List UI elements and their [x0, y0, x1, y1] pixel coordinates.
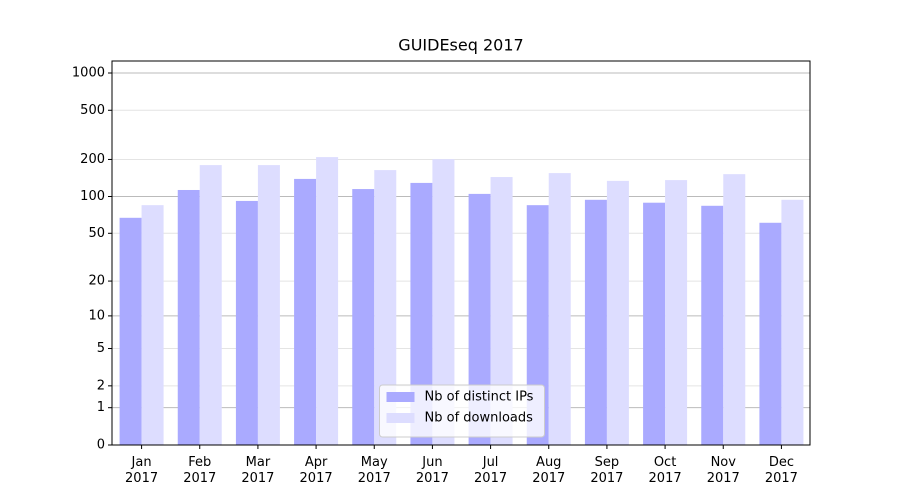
bar [701, 205, 724, 445]
legend-label: Nb of distinct IPs [425, 390, 534, 405]
bar [410, 182, 433, 445]
legend-label: Nb of downloads [425, 411, 534, 426]
bar [294, 178, 317, 445]
bar [490, 177, 513, 445]
legend: Nb of distinct IPs Nb of downloads [379, 384, 545, 438]
x-tick-label: May 2017 [358, 455, 391, 486]
x-tick-label: Apr 2017 [300, 455, 333, 486]
y-tick-label: 500 [80, 103, 105, 118]
bar [432, 159, 455, 445]
bar [759, 222, 782, 445]
bar [141, 205, 164, 445]
x-tick-label: Aug 2017 [532, 455, 565, 486]
bar [665, 180, 688, 445]
x-tick-label: Jun 2017 [416, 455, 449, 486]
bar [606, 180, 629, 445]
y-tick-label: 100 [80, 189, 105, 204]
x-tick-label: Jul 2017 [474, 455, 507, 486]
bar [177, 189, 200, 445]
x-tick-label: Mar 2017 [241, 455, 274, 486]
chart-title: GUIDEseq 2017 [398, 36, 523, 55]
y-tick-label: 10 [88, 308, 105, 323]
x-tick-label: Dec 2017 [765, 455, 798, 486]
y-tick-label: 200 [80, 152, 105, 167]
bar [352, 189, 375, 445]
bar [199, 165, 222, 445]
bar [643, 202, 666, 445]
x-tick-label: Oct 2017 [649, 455, 682, 486]
y-tick-label: 1 [97, 400, 105, 415]
axes-frame [111, 60, 811, 446]
x-tick-label: Jan 2017 [125, 455, 158, 486]
bar [584, 199, 607, 445]
legend-box [379, 384, 545, 438]
y-tick-label: 5 [97, 341, 105, 356]
x-tick-label: Feb 2017 [183, 455, 216, 486]
legend-swatch [386, 413, 415, 423]
legend-swatch [386, 392, 415, 402]
x-tick-label: Sep 2017 [590, 455, 623, 486]
y-tick-label: 1000 [72, 66, 105, 81]
y-tick-label: 0 [97, 438, 105, 453]
bar [235, 200, 258, 445]
bar [119, 217, 142, 445]
x-tick-label: Nov 2017 [707, 455, 740, 486]
bar [781, 199, 804, 445]
bar [257, 165, 280, 445]
bar [468, 193, 491, 445]
y-tick-label: 2 [97, 378, 105, 393]
bar [316, 157, 339, 445]
bar [548, 173, 571, 445]
y-tick-label: 20 [88, 274, 105, 289]
y-tick-label: 50 [88, 226, 105, 241]
bar [723, 174, 746, 446]
bar [374, 170, 397, 445]
